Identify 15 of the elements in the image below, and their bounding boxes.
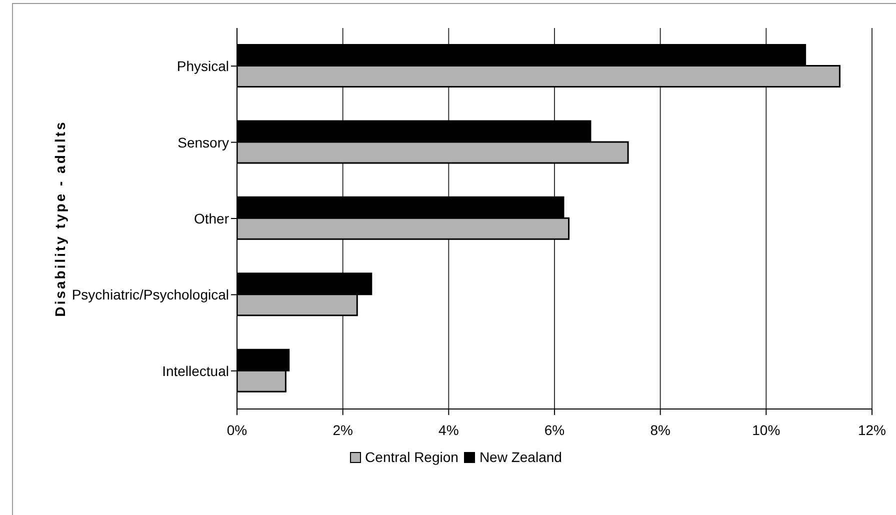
y-tick-label: Physical (176, 58, 229, 74)
y-tick-label: Other (194, 210, 230, 226)
legend-label: Central Region (364, 449, 458, 465)
x-tick-label: 12% (858, 422, 886, 438)
y-tick-label: Psychiatric/Psychological (72, 286, 229, 303)
legend-label: New Zealand (478, 449, 562, 465)
x-tick-label: 6% (544, 422, 565, 438)
x-tick-label: 8% (650, 422, 670, 438)
x-tick-label: 0% (226, 422, 248, 438)
y-tick-label: Intellectual (162, 362, 229, 379)
x-tick-label: 4% (438, 422, 459, 438)
x-tick-label: 10% (752, 422, 780, 438)
x-tick-label: 2% (332, 422, 353, 438)
y-tick-label: Sensory (178, 134, 229, 150)
y-axis-title: Disability type - adults (52, 120, 68, 317)
